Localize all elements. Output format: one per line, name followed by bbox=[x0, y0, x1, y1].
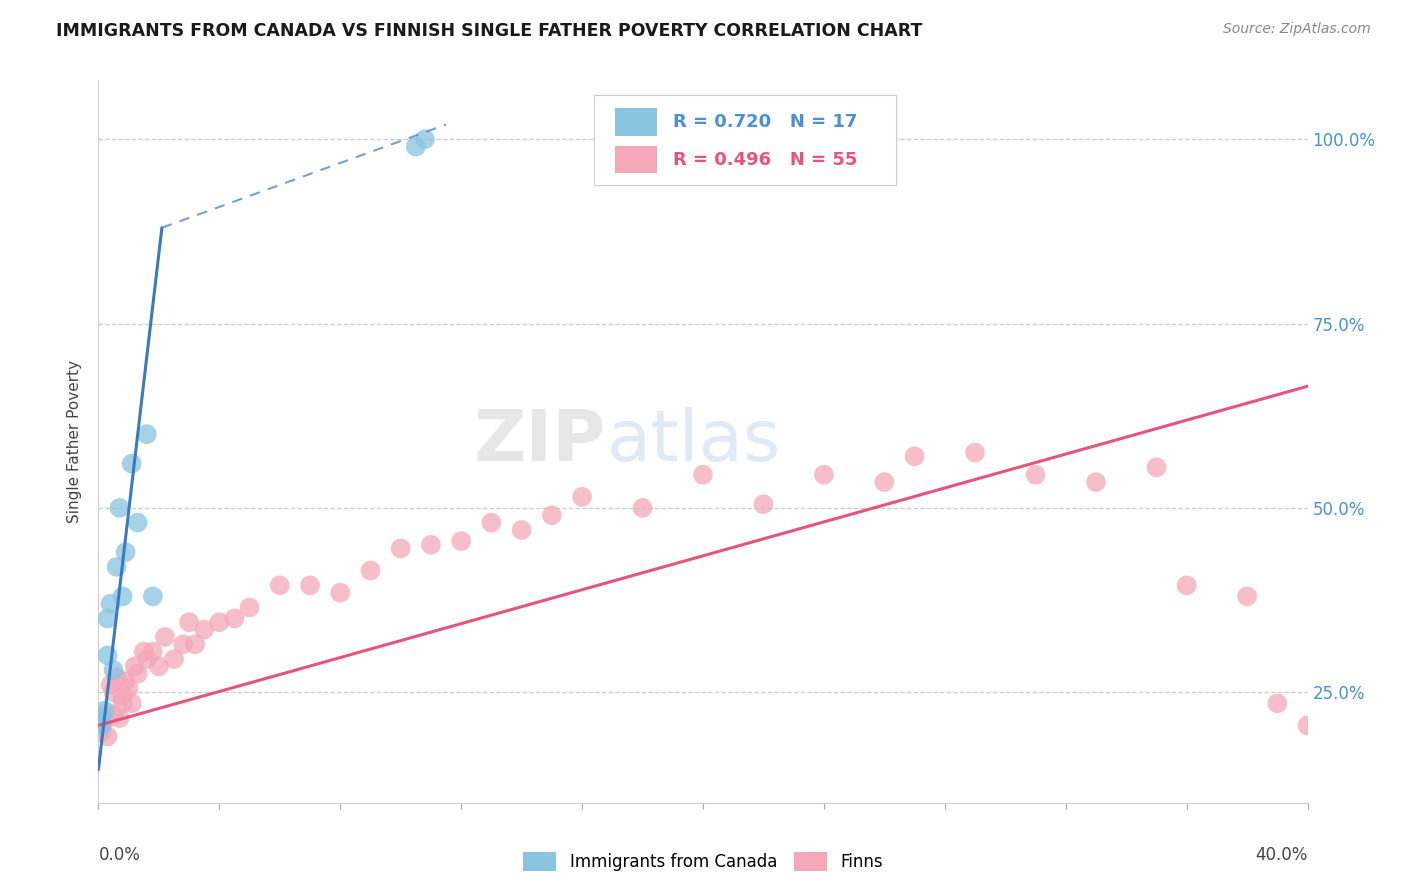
Text: 0.0%: 0.0% bbox=[98, 847, 141, 864]
Point bbox=[93, 704, 115, 718]
Point bbox=[153, 630, 176, 644]
Point bbox=[121, 457, 143, 471]
Point bbox=[100, 678, 122, 692]
Point bbox=[752, 497, 775, 511]
Text: atlas: atlas bbox=[606, 407, 780, 476]
Point bbox=[103, 685, 125, 699]
Point bbox=[90, 711, 112, 725]
Point bbox=[179, 615, 201, 630]
Point bbox=[540, 508, 562, 523]
Point bbox=[93, 707, 115, 722]
Point bbox=[132, 645, 155, 659]
Point bbox=[208, 615, 231, 630]
Point bbox=[100, 597, 122, 611]
Point bbox=[1236, 590, 1258, 604]
Point bbox=[105, 560, 128, 574]
Point bbox=[114, 545, 136, 559]
Point bbox=[405, 139, 427, 153]
Point bbox=[481, 516, 503, 530]
Point bbox=[269, 578, 291, 592]
FancyBboxPatch shape bbox=[614, 109, 657, 136]
Point bbox=[1175, 578, 1198, 592]
Point bbox=[111, 689, 134, 703]
Point bbox=[90, 718, 112, 732]
Point bbox=[105, 670, 128, 684]
Point bbox=[631, 500, 654, 515]
Point bbox=[450, 534, 472, 549]
Point bbox=[103, 707, 125, 722]
Y-axis label: Single Father Poverty: Single Father Poverty bbox=[67, 360, 83, 523]
Point bbox=[389, 541, 412, 556]
Text: IMMIGRANTS FROM CANADA VS FINNISH SINGLE FATHER POVERTY CORRELATION CHART: IMMIGRANTS FROM CANADA VS FINNISH SINGLE… bbox=[56, 22, 922, 40]
Point bbox=[90, 718, 112, 732]
Point bbox=[571, 490, 593, 504]
Point bbox=[813, 467, 835, 482]
Point bbox=[163, 652, 186, 666]
Point bbox=[96, 730, 118, 744]
Point bbox=[1267, 696, 1289, 710]
Point bbox=[103, 663, 125, 677]
Point bbox=[111, 696, 134, 710]
Point bbox=[172, 637, 194, 651]
Point bbox=[127, 516, 149, 530]
Point bbox=[148, 659, 170, 673]
Point bbox=[1296, 718, 1319, 732]
Point bbox=[299, 578, 322, 592]
Point bbox=[142, 590, 165, 604]
Point bbox=[142, 645, 165, 659]
Point bbox=[93, 714, 115, 729]
Point bbox=[360, 564, 382, 578]
Legend: Immigrants from Canada, Finns: Immigrants from Canada, Finns bbox=[515, 843, 891, 880]
Point bbox=[193, 623, 215, 637]
Point bbox=[114, 674, 136, 689]
FancyBboxPatch shape bbox=[614, 146, 657, 173]
Point bbox=[121, 696, 143, 710]
Text: R = 0.720   N = 17: R = 0.720 N = 17 bbox=[672, 113, 858, 131]
Point bbox=[965, 445, 987, 459]
Point bbox=[420, 538, 443, 552]
Point bbox=[873, 475, 896, 489]
Point bbox=[124, 659, 146, 673]
Point bbox=[108, 500, 131, 515]
Point bbox=[329, 585, 352, 599]
Text: ZIP: ZIP bbox=[474, 407, 606, 476]
Point bbox=[127, 666, 149, 681]
Text: Source: ZipAtlas.com: Source: ZipAtlas.com bbox=[1223, 22, 1371, 37]
Point bbox=[1024, 467, 1046, 482]
Point bbox=[96, 648, 118, 663]
Point bbox=[135, 652, 157, 666]
Point bbox=[1144, 460, 1167, 475]
Point bbox=[239, 600, 262, 615]
Point bbox=[118, 681, 141, 696]
Point bbox=[90, 725, 112, 739]
FancyBboxPatch shape bbox=[595, 95, 897, 185]
Point bbox=[108, 711, 131, 725]
Point bbox=[413, 132, 436, 146]
Point bbox=[96, 611, 118, 625]
Text: 40.0%: 40.0% bbox=[1256, 847, 1308, 864]
Point bbox=[904, 450, 927, 464]
Point bbox=[111, 590, 134, 604]
Point bbox=[510, 523, 533, 537]
Point bbox=[692, 467, 714, 482]
Point bbox=[224, 611, 246, 625]
Point bbox=[1085, 475, 1108, 489]
Text: R = 0.496   N = 55: R = 0.496 N = 55 bbox=[672, 151, 858, 169]
Point bbox=[184, 637, 207, 651]
Point bbox=[135, 427, 157, 442]
